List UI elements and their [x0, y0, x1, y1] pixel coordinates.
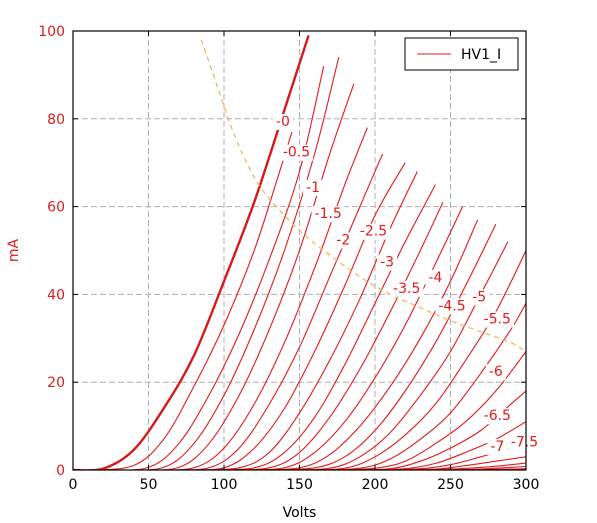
curve-label: -2.5 — [356, 223, 391, 240]
curve-label-text: -2 — [336, 233, 350, 249]
plate-curve — [73, 35, 310, 470]
plate-curve — [103, 65, 325, 470]
curve-label: -4.5 — [435, 298, 469, 315]
curve-label: -6.5 — [480, 408, 514, 425]
curve-label-bg — [469, 289, 490, 306]
y-tick-label: 20 — [47, 375, 65, 391]
curve-label: -0 — [272, 113, 293, 130]
curve-label-bg — [303, 179, 324, 196]
curve-label: -3.5 — [390, 280, 424, 297]
curve-label-bg — [311, 206, 345, 223]
curve-label: -0.5 — [279, 144, 314, 161]
x-tick-label: 250 — [437, 477, 464, 493]
curve-label: -1.5 — [311, 206, 345, 223]
curve-label-bg — [480, 408, 514, 425]
plate-curve — [314, 302, 526, 470]
curve-label-text: -5.5 — [484, 312, 511, 328]
curve-label-text: -2.5 — [360, 224, 387, 240]
x-axis-label: Volts — [283, 505, 317, 521]
plate-curve — [133, 83, 355, 470]
curve-label: -4 — [425, 269, 446, 286]
plate-curve — [193, 171, 418, 470]
curve-label-text: -6.5 — [484, 408, 511, 424]
curve-labels: -0 -0.5 -1 -1.5 -2 -2.5 -3 -3.5 -4 -4.5 -5 -5.5 -6 -6… — [272, 113, 542, 455]
plate-curve — [148, 127, 368, 470]
plate-curve — [88, 131, 293, 470]
curve-label-text: -7 — [490, 439, 504, 455]
load-line-path — [200, 39, 526, 353]
plate-curve — [178, 162, 406, 470]
x-tick-label: 50 — [140, 477, 158, 493]
y-axis-label: mA — [6, 238, 22, 262]
curve-label: -2 — [333, 232, 354, 249]
curve-label-bg — [356, 223, 391, 240]
curve-label-text: -7.5 — [511, 434, 538, 450]
curve-label: -5.5 — [480, 311, 514, 328]
x-tick-label: 300 — [513, 477, 540, 493]
legend: HV1_I — [404, 37, 519, 71]
x-tick-label: 0 — [69, 477, 78, 493]
curve-label-bg — [377, 254, 398, 271]
y-tick-label: 0 — [56, 463, 65, 479]
curve-label-bg — [435, 298, 469, 315]
y-tick-label: 80 — [47, 112, 65, 128]
x-tick-label: 150 — [286, 477, 313, 493]
curve-label-bg — [480, 311, 514, 328]
curve-label-text: -1.5 — [315, 206, 342, 222]
curve-label: -6 — [485, 364, 506, 381]
curve-label-bg — [485, 364, 506, 381]
plate-curve — [284, 241, 509, 470]
curve-label-bg — [487, 438, 508, 455]
curve-label-bg — [333, 232, 354, 249]
curve-label: -3 — [377, 254, 398, 271]
y-tick-label: 40 — [47, 287, 65, 303]
curve-label-text: -4.5 — [438, 298, 465, 314]
y-tick-label: 60 — [47, 200, 65, 216]
curve-label-text: -1 — [306, 180, 320, 196]
plate-curve — [344, 390, 526, 470]
curve-label-bg — [425, 269, 446, 286]
curve-label-text: -4 — [428, 270, 442, 286]
curve-label-text: -0.5 — [283, 145, 310, 161]
plate-curve — [163, 153, 384, 470]
x-tick-label: 100 — [211, 477, 238, 493]
plate-curve — [269, 223, 497, 470]
curve-label-bg — [507, 434, 542, 451]
curve-label: -7.5 — [507, 434, 542, 451]
curve-label: -5 — [469, 289, 490, 306]
legend-label: HV1_I — [461, 47, 501, 63]
y-tick-label: 100 — [38, 24, 65, 40]
plate-curve — [239, 206, 464, 470]
plate-curve — [223, 201, 444, 470]
curve-label-text: -5 — [472, 290, 486, 306]
curve-label-bg — [279, 144, 314, 161]
axis-ticks: 0 50 100 150 200 250 300 0 20 40 60 80 100 — [38, 24, 539, 493]
x-tick-label: 200 — [362, 477, 389, 493]
plate-curve — [254, 219, 479, 470]
plate-curve — [208, 184, 436, 470]
curve-label: -7 — [487, 438, 508, 455]
curve-label-text: -3.5 — [393, 281, 420, 297]
curve-label-bg — [390, 280, 424, 297]
plate-curve — [118, 57, 340, 470]
curve-label: -1 — [303, 179, 324, 196]
curve-label-text: -6 — [489, 364, 503, 380]
legend-box — [404, 37, 519, 71]
curve-label-text: -3 — [380, 254, 394, 270]
load-line — [200, 39, 526, 353]
curve-label-text: -0 — [276, 114, 290, 130]
curve-label-bg — [272, 113, 293, 130]
plate-curves — [73, 35, 526, 470]
